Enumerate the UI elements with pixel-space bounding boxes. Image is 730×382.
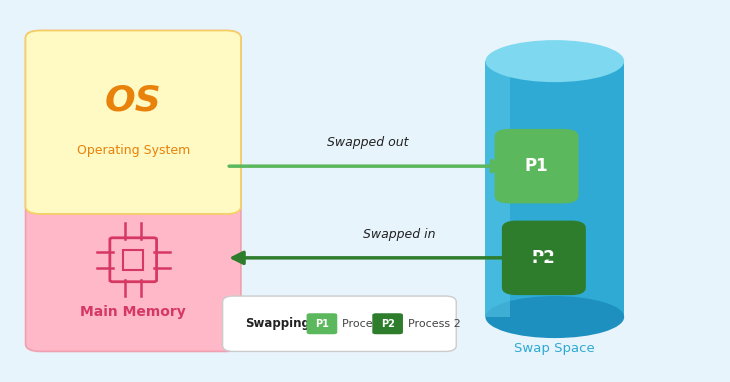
Text: OS: OS xyxy=(105,83,161,117)
Text: Swapped in: Swapped in xyxy=(363,228,435,241)
FancyBboxPatch shape xyxy=(26,31,241,351)
Text: Main Memory: Main Memory xyxy=(80,304,186,319)
FancyBboxPatch shape xyxy=(502,221,586,295)
FancyBboxPatch shape xyxy=(223,296,456,351)
Text: P2: P2 xyxy=(380,319,395,329)
Text: P1: P1 xyxy=(315,319,329,329)
Bar xyxy=(485,61,624,317)
FancyBboxPatch shape xyxy=(26,31,241,214)
Text: Operating System: Operating System xyxy=(77,144,190,157)
Ellipse shape xyxy=(485,40,624,82)
Ellipse shape xyxy=(485,296,624,338)
Text: Swapped out: Swapped out xyxy=(327,136,409,149)
Text: Swap Space: Swap Space xyxy=(515,342,595,355)
FancyBboxPatch shape xyxy=(495,129,578,203)
FancyBboxPatch shape xyxy=(307,313,337,334)
FancyBboxPatch shape xyxy=(485,61,510,317)
FancyBboxPatch shape xyxy=(372,313,403,334)
Text: P2: P2 xyxy=(532,249,556,267)
Bar xyxy=(123,249,143,270)
Text: P1: P1 xyxy=(525,157,548,175)
Text: Process 1: Process 1 xyxy=(342,319,395,329)
Text: Swapping:: Swapping: xyxy=(245,317,315,330)
Text: Process 2: Process 2 xyxy=(408,319,461,329)
